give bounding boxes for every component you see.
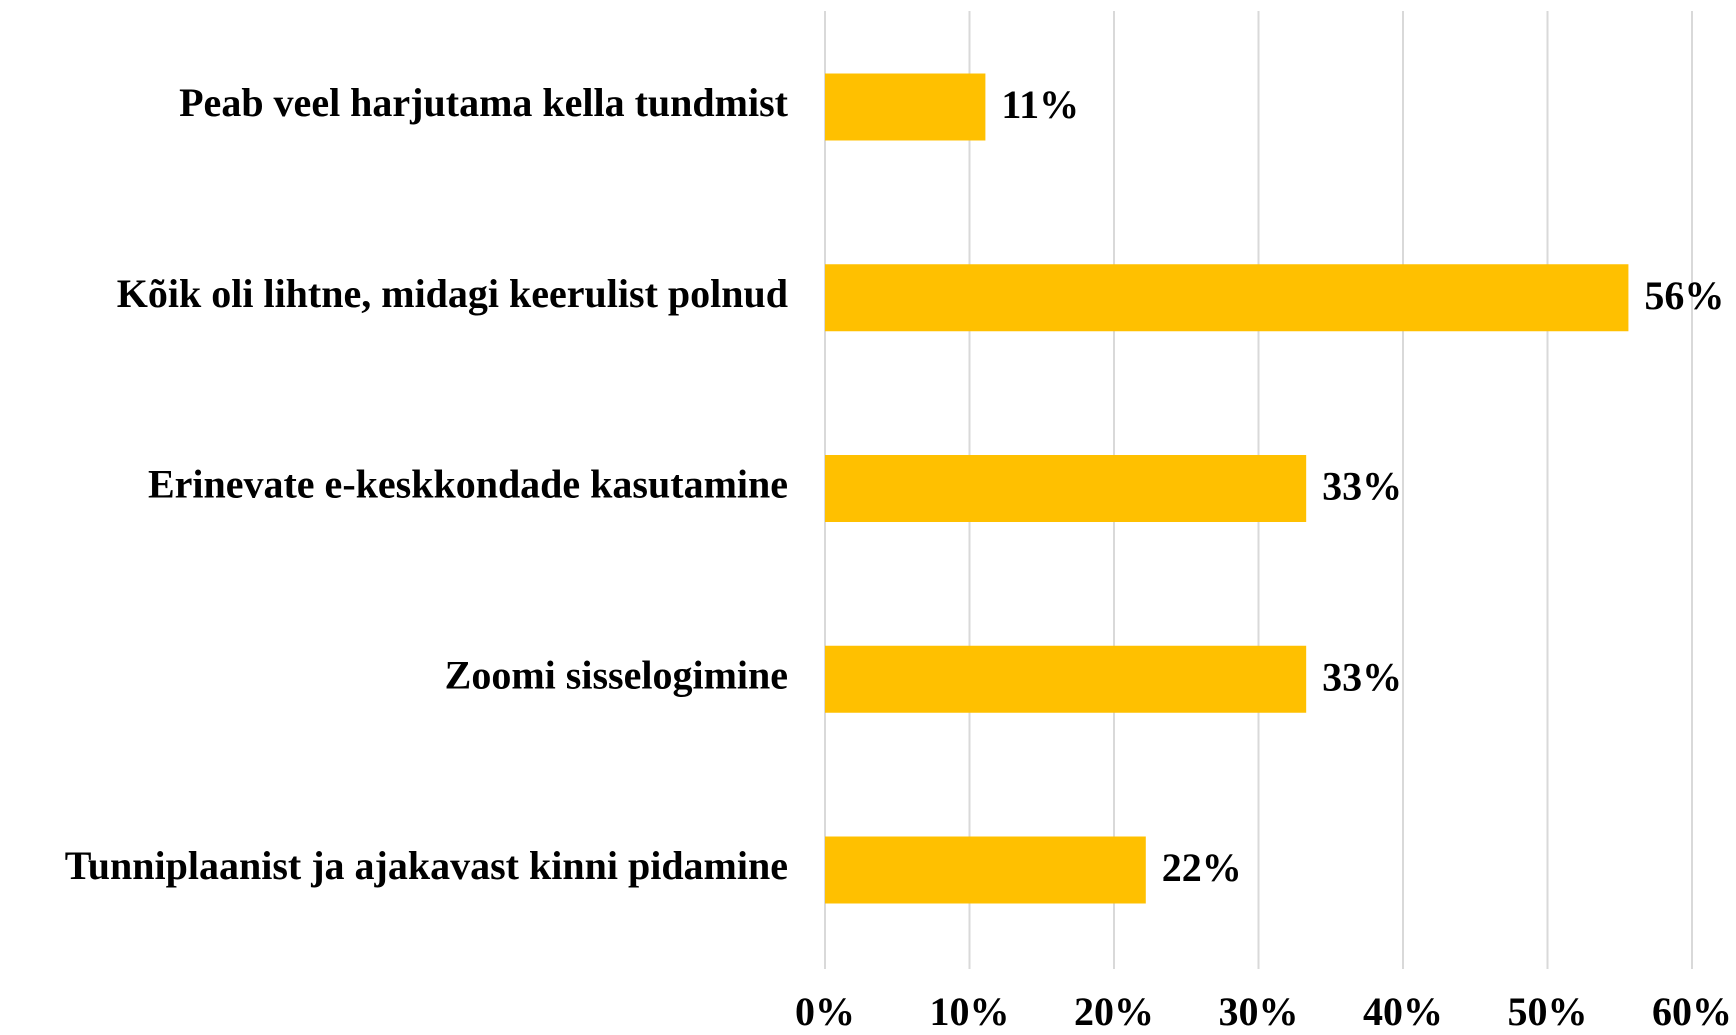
x-tick-label: 40% (1363, 989, 1443, 1034)
bar (825, 836, 1146, 904)
bar (825, 73, 986, 141)
category-label: Peab veel harjutama kella tundmist (179, 80, 789, 125)
x-tick-label: 20% (1074, 989, 1154, 1034)
category-label: Kõik oli lihtne, midagi keerulist polnud (117, 271, 788, 316)
category-label: Zoomi sisselogimine (445, 652, 788, 697)
value-label: 11% (1001, 82, 1079, 127)
value-label: 56% (1644, 273, 1724, 318)
category-label: Erinevate e-keskkondade kasutamine (148, 462, 788, 507)
category-label: Tunniplaanist ja ajakavast kinni pidamin… (65, 843, 788, 888)
bar (825, 645, 1307, 713)
value-label: 22% (1162, 845, 1242, 890)
x-tick-label: 60% (1652, 989, 1732, 1034)
bar (825, 264, 1629, 332)
x-tick-label: 50% (1508, 989, 1588, 1034)
x-tick-label: 0% (795, 989, 855, 1034)
value-label: 33% (1322, 464, 1402, 509)
value-label: 33% (1322, 654, 1402, 699)
x-tick-label: 30% (1219, 989, 1299, 1034)
x-tick-label: 10% (930, 989, 1010, 1034)
bar (825, 455, 1307, 522)
